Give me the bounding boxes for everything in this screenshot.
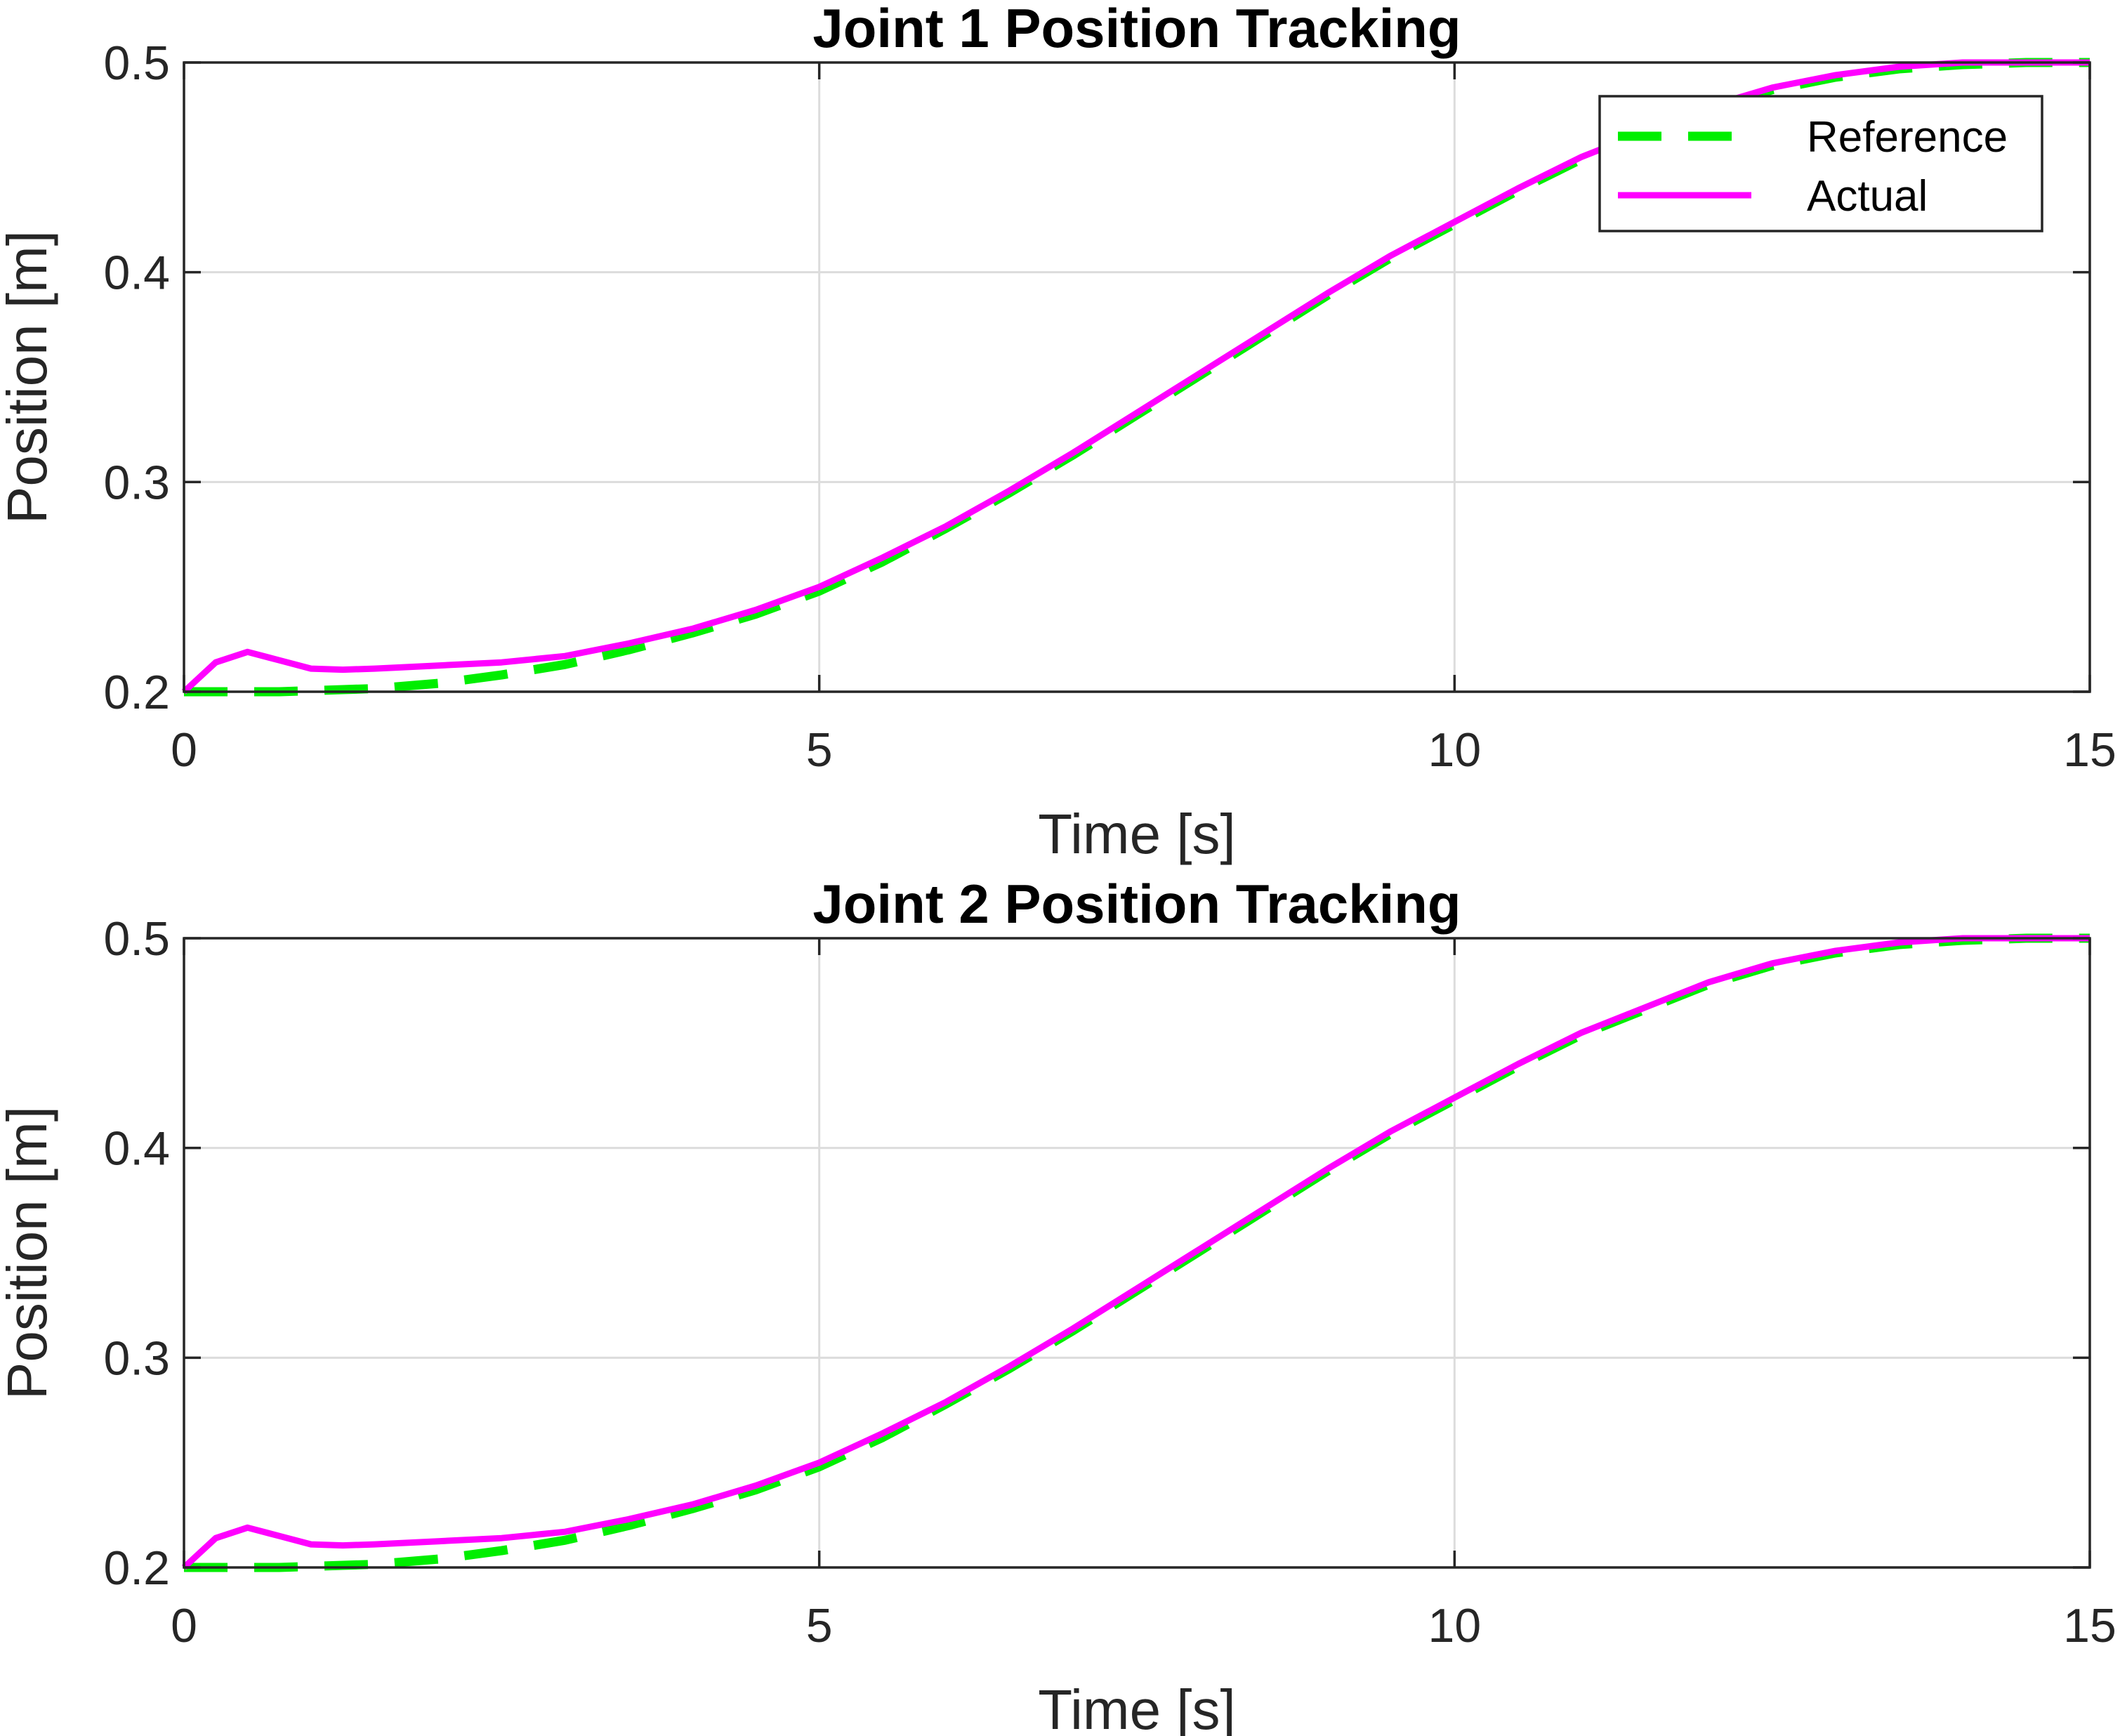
y-axis-label: Position [m] <box>0 230 58 524</box>
y-tick-label: 0.2 <box>103 1541 170 1595</box>
legend: Reference Actual <box>1598 95 2043 232</box>
y-tick-label: 0.3 <box>103 456 170 509</box>
x-tick-label: 15 <box>2063 723 2116 777</box>
x-tick-label: 5 <box>806 1599 833 1652</box>
legend-label-reference: Reference <box>1807 113 2008 162</box>
legend-box <box>1598 95 2043 232</box>
x-tick-label: 0 <box>171 723 197 777</box>
y-tick-label: 0.4 <box>103 246 170 300</box>
x-tick-label: 15 <box>2063 1599 2116 1652</box>
x-tick-label: 10 <box>1428 1599 1482 1652</box>
y-tick-label: 0.4 <box>103 1122 170 1176</box>
x-tick-label: 0 <box>171 1599 197 1652</box>
y-tick-label: 0.2 <box>103 666 170 719</box>
x-axis-label: Time [s] <box>1038 1678 1235 1736</box>
joint-1-panel: 0 5 10 15 0.2 0.3 0.4 0.5 Joint 1 Position Track… <box>0 0 2116 865</box>
chart-title: Joint 2 Position Tracking <box>812 873 1461 935</box>
y-axis-label: Position [m] <box>0 1106 58 1400</box>
y-tick-label: 0.3 <box>103 1331 170 1385</box>
axes-frame <box>183 61 2091 693</box>
x-tick-label: 10 <box>1428 723 1482 777</box>
legend-label-actual: Actual <box>1807 172 1928 221</box>
x-axis-label: Time [s] <box>1038 803 1235 865</box>
chart-title: Joint 1 Position Tracking <box>812 0 1461 59</box>
y-tick-label: 0.5 <box>103 912 170 966</box>
joint-2-panel: 0 5 10 15 0.2 0.3 0.4 0.5 Joint 2 Position Track… <box>0 873 2116 1736</box>
series-line-actual <box>181 935 2090 1570</box>
axes-frame <box>183 937 2091 1569</box>
x-tick-label: 5 <box>806 723 833 777</box>
y-tick-label: 0.5 <box>103 37 170 90</box>
